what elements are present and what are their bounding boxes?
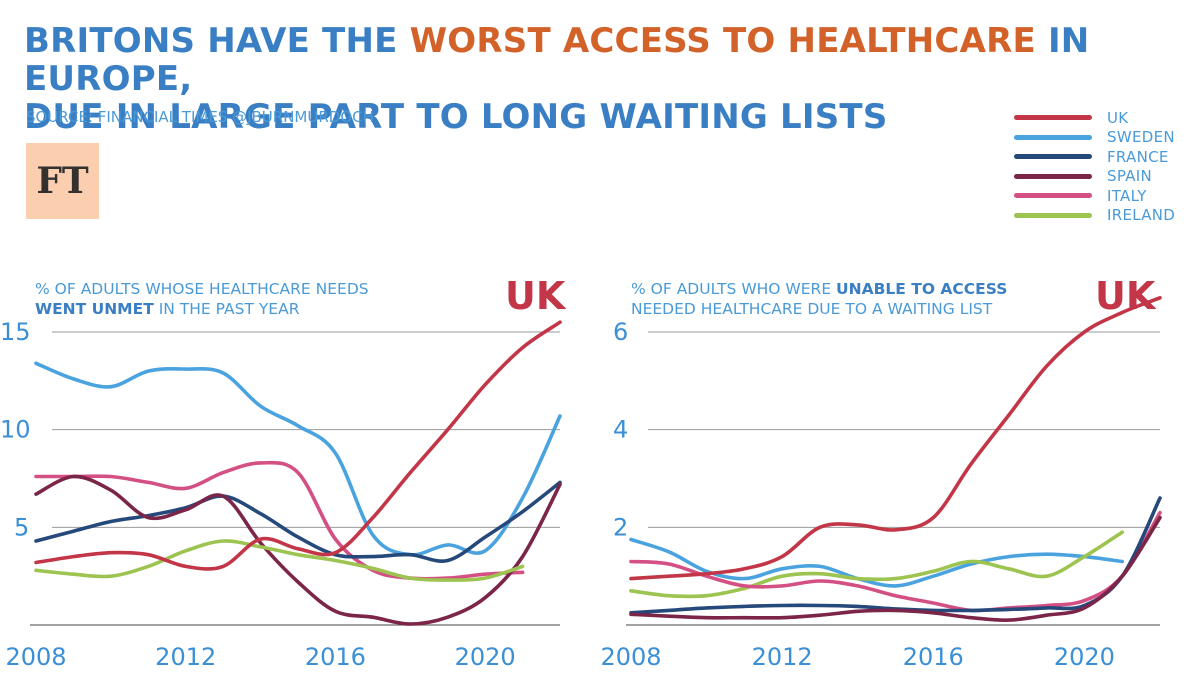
- series-line-ireland: [34, 539, 525, 582]
- legend-swatch: [1014, 134, 1092, 140]
- chart-waiting-list: % OF ADULTS WHO WERE UNABLE TO ACCESS NE…: [600, 274, 1162, 671]
- legend-swatch: [1014, 212, 1092, 218]
- x-tick-label: 2020: [455, 643, 516, 671]
- chart-1-subtitle-line1: % OF ADULTS WHO WERE UNABLE TO ACCESS: [631, 280, 1007, 298]
- title-line2: DUE IN LARGE PART TO LONG WAITING LISTS: [24, 97, 888, 137]
- legend-item-sweden: SWEDEN: [1014, 128, 1175, 148]
- y-tick-label: 15: [0, 318, 31, 346]
- legend-item-italy: ITALY: [1014, 186, 1175, 206]
- y-tick-label: 2: [613, 513, 628, 541]
- y-tick-label: 10: [0, 416, 31, 444]
- x-tick-label: 2012: [752, 643, 813, 671]
- legend-item-spain: SPAIN: [1014, 167, 1175, 187]
- x-tick-label: 2012: [155, 643, 216, 671]
- series-line-spain: [629, 515, 1162, 622]
- chart-0-subtitle-line2: WENT UNMET IN THE PAST YEAR: [35, 300, 300, 318]
- series-line-uk: [629, 296, 1162, 581]
- series-line-spain: [34, 474, 562, 626]
- legend-label: SWEDEN: [1107, 128, 1175, 147]
- x-tick-label: 2008: [5, 643, 66, 671]
- y-tick-label: 5: [14, 513, 29, 541]
- chart-0-callout-uk: UK: [505, 274, 567, 318]
- chart-1-subtitle-rest: % OF ADULTS WHO WERE: [631, 280, 836, 298]
- title-part2: IN EUROPE,: [24, 21, 1090, 99]
- legend-swatch: [1014, 115, 1092, 121]
- chart-1-subtitle-bold: UNABLE TO ACCESS: [836, 280, 1007, 298]
- legend-swatch: [1014, 173, 1092, 179]
- series-line-italy: [629, 510, 1162, 613]
- x-tick-label: 2008: [600, 643, 661, 671]
- x-tick-label: 2016: [903, 643, 964, 671]
- chart-0-subtitle-rest: IN THE PAST YEAR: [154, 300, 300, 318]
- legend-item-ireland: IRELAND: [1014, 206, 1175, 226]
- chart-1-subtitle-line2: NEEDED HEALTHCARE DUE TO A WAITING LIST: [631, 300, 993, 318]
- source-note: SOURCE: FINANCIAL TIMES @JBURNMURDOCH: [26, 108, 374, 126]
- series-line-france: [34, 480, 562, 563]
- series-line-ireland: [629, 530, 1124, 599]
- y-tick-label: 4: [613, 416, 628, 444]
- chart-title: BRITONS HAVE THE WORST ACCESS TO HEALTHC…: [24, 22, 1200, 136]
- legend: UK SWEDEN FRANCE SPAIN ITALY IRELAND: [1014, 108, 1175, 225]
- x-tick-label: 2016: [305, 643, 366, 671]
- legend-label: UK: [1107, 108, 1129, 127]
- legend-item-uk: UK: [1014, 108, 1175, 128]
- legend-label: ITALY: [1107, 186, 1147, 205]
- legend-swatch: [1014, 154, 1092, 160]
- title-part1: BRITONS HAVE THE: [24, 21, 410, 61]
- title-highlight: WORST ACCESS TO HEALTHCARE: [409, 21, 1036, 61]
- legend-label: IRELAND: [1107, 206, 1176, 225]
- ft-logo: FT: [26, 143, 99, 219]
- series-line-uk: [34, 320, 562, 571]
- legend-item-france: FRANCE: [1014, 147, 1175, 167]
- legend-swatch: [1014, 193, 1092, 199]
- legend-label: SPAIN: [1107, 167, 1153, 186]
- legend-label: FRANCE: [1107, 147, 1169, 166]
- chart-0-subtitle-bold: WENT UNMET: [35, 300, 154, 318]
- chart-0-subtitle-line1: % OF ADULTS WHOSE HEALTHCARE NEEDS: [35, 280, 369, 298]
- y-tick-label: 6: [613, 318, 628, 346]
- series-line-sweden: [34, 361, 562, 557]
- x-tick-label: 2020: [1054, 643, 1115, 671]
- chart-unmet-needs: % OF ADULTS WHOSE HEALTHCARE NEEDS WENT …: [0, 274, 567, 671]
